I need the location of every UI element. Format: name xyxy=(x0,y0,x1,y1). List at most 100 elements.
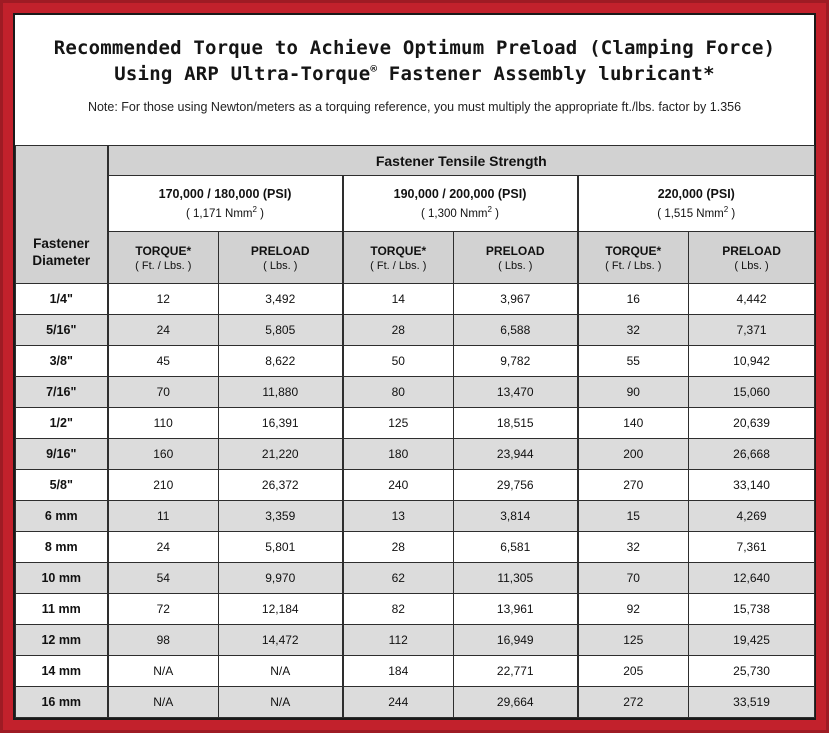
value-cell: 22,771 xyxy=(453,655,578,687)
diameter-cell: 9/16" xyxy=(15,438,108,470)
value-cell: 3,492 xyxy=(218,283,343,315)
table-body: 1/4" 12 3,492 14 3,967 16 4,442 5/16" 24… xyxy=(15,283,816,718)
conversion-note: Note: For those using Newton/meters as a… xyxy=(87,100,742,115)
value-cell: 112 xyxy=(341,624,454,656)
value-cell: 3,814 xyxy=(453,500,578,532)
table-row: 1/2" 110 16,391 125 18,515 140 20,639 xyxy=(15,407,816,439)
preload-header-3: PRELOAD ( Lbs. ) xyxy=(687,231,816,284)
header-row-psi: 170,000 / 180,000 (PSI) ( 1,171 Nmm2 ) 1… xyxy=(16,175,816,232)
diameter-cell: 5/16" xyxy=(15,314,108,346)
value-cell: 32 xyxy=(576,531,689,563)
torque-header-2: TORQUE* ( Ft. / Lbs. ) xyxy=(341,231,454,284)
value-cell: 24 xyxy=(106,314,219,346)
value-cell: 12 xyxy=(106,283,219,315)
value-cell: 15,738 xyxy=(687,593,816,625)
value-cell: 140 xyxy=(576,407,689,439)
value-cell: 54 xyxy=(106,562,219,594)
table-row: 16 mm N/A N/A 244 29,664 272 33,519 xyxy=(15,686,816,718)
psi-label: 220,000 (PSI) xyxy=(657,187,735,202)
page: Recommended Torque to Achieve Optimum Pr… xyxy=(13,13,816,720)
value-cell: 125 xyxy=(576,624,689,656)
table-row: 9/16" 160 21,220 180 23,944 200 26,668 xyxy=(15,438,816,470)
table-row: 1/4" 12 3,492 14 3,967 16 4,442 xyxy=(15,283,816,315)
value-cell: 12,640 xyxy=(687,562,816,594)
value-cell: 98 xyxy=(106,624,219,656)
value-cell: 26,668 xyxy=(687,438,816,470)
value-cell: 5,805 xyxy=(218,314,343,346)
tensile-strength-header: Fastener Tensile Strength xyxy=(106,145,816,176)
table-row: 5/16" 24 5,805 28 6,588 32 7,371 xyxy=(15,314,816,346)
value-cell: 272 xyxy=(576,686,689,718)
value-cell: 210 xyxy=(106,469,219,501)
torque-table: Fastener Diameter Fastener Tensile Stren… xyxy=(15,145,816,718)
nmm-label: ( 1,300 Nmm2 ) xyxy=(421,205,499,220)
value-cell: 13 xyxy=(341,500,454,532)
table-row: 5/8" 210 26,372 240 29,756 270 33,140 xyxy=(15,469,816,501)
value-cell: 90 xyxy=(576,376,689,408)
value-cell: 80 xyxy=(341,376,454,408)
value-cell: 29,664 xyxy=(453,686,578,718)
value-cell: 16,949 xyxy=(453,624,578,656)
value-cell: 11,305 xyxy=(453,562,578,594)
value-cell: 200 xyxy=(576,438,689,470)
value-cell: 184 xyxy=(341,655,454,687)
value-cell: 62 xyxy=(341,562,454,594)
table-header: Fastener Diameter Fastener Tensile Stren… xyxy=(15,145,816,284)
value-cell: 24 xyxy=(106,531,219,563)
value-cell: 9,782 xyxy=(453,345,578,377)
value-cell: N/A xyxy=(106,686,219,718)
title-block: Recommended Torque to Achieve Optimum Pr… xyxy=(15,15,814,114)
value-cell: 23,944 xyxy=(453,438,578,470)
table-row: 8 mm 24 5,801 28 6,581 32 7,361 xyxy=(15,531,816,563)
diameter-cell: 3/8" xyxy=(15,345,108,377)
value-cell: 33,519 xyxy=(687,686,816,718)
value-cell: 16 xyxy=(576,283,689,315)
psi-label: 170,000 / 180,000 (PSI) xyxy=(158,187,292,202)
value-cell: 240 xyxy=(341,469,454,501)
value-cell: 125 xyxy=(341,407,454,439)
value-cell: 82 xyxy=(341,593,454,625)
title-line-1: Recommended Torque to Achieve Optimum Pr… xyxy=(53,37,776,59)
value-cell: 10,942 xyxy=(687,345,816,377)
value-cell: 18,515 xyxy=(453,407,578,439)
value-cell: N/A xyxy=(218,686,343,718)
preload-header-1: PRELOAD ( Lbs. ) xyxy=(218,231,343,284)
value-cell: 7,361 xyxy=(687,531,816,563)
value-cell: 5,801 xyxy=(218,531,343,563)
value-cell: 15 xyxy=(576,500,689,532)
value-cell: 4,269 xyxy=(687,500,816,532)
diameter-cell: 7/16" xyxy=(15,376,108,408)
value-cell: 26,372 xyxy=(218,469,343,501)
value-cell: 28 xyxy=(341,314,454,346)
table-row: 11 mm 72 12,184 82 13,961 92 15,738 xyxy=(15,593,816,625)
value-cell: N/A xyxy=(106,655,219,687)
value-cell: 180 xyxy=(341,438,454,470)
value-cell: 21,220 xyxy=(218,438,343,470)
diameter-cell: 6 mm xyxy=(15,500,108,532)
value-cell: 28 xyxy=(341,531,454,563)
diameter-cell: 1/4" xyxy=(15,283,108,315)
value-cell: 20,639 xyxy=(687,407,816,439)
corner-header: Fastener Diameter xyxy=(15,145,108,284)
header-row-columns: TORQUE* ( Ft. / Lbs. ) PRELOAD ( Lbs. ) … xyxy=(16,231,816,284)
diameter-cell: 16 mm xyxy=(15,686,108,718)
value-cell: 160 xyxy=(106,438,219,470)
value-cell: 14 xyxy=(341,283,454,315)
value-cell: 11,880 xyxy=(218,376,343,408)
value-cell: 33,140 xyxy=(687,469,816,501)
diameter-cell: 1/2" xyxy=(15,407,108,439)
value-cell: 6,581 xyxy=(453,531,578,563)
value-cell: 6,588 xyxy=(453,314,578,346)
value-cell: 70 xyxy=(576,562,689,594)
value-cell: 8,622 xyxy=(218,345,343,377)
title-line-2: Using ARP Ultra-Torque® Fastener Assembl… xyxy=(114,62,715,86)
value-cell: 244 xyxy=(341,686,454,718)
torque-header-1: TORQUE* ( Ft. / Lbs. ) xyxy=(106,231,219,284)
diameter-cell: 11 mm xyxy=(15,593,108,625)
value-cell: 50 xyxy=(341,345,454,377)
value-cell: 16,391 xyxy=(218,407,343,439)
value-cell: 13,470 xyxy=(453,376,578,408)
nmm-label: ( 1,515 Nmm2 ) xyxy=(657,205,736,220)
value-cell: 70 xyxy=(106,376,219,408)
